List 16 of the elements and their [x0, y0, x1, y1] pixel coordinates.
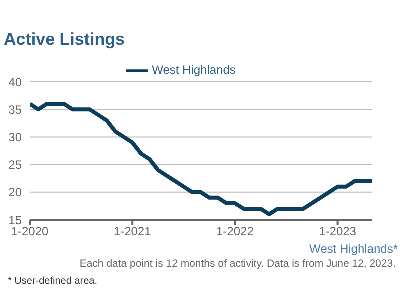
y-tick-label: 35	[8, 102, 22, 117]
y-tick-label: 15	[8, 213, 22, 228]
y-tick-label: 30	[8, 130, 22, 144]
x-tick-label: 1-2022	[216, 224, 254, 239]
x-tick-label: 1-2020	[11, 224, 50, 239]
y-tick-label: 40	[8, 75, 22, 90]
legend-label: West Highlands	[152, 63, 236, 78]
y-tick-label: 25	[8, 158, 22, 172]
line-series	[30, 102, 372, 216]
x-tick-label: 1-2023	[319, 224, 357, 239]
chart-title: Active Listings	[4, 30, 125, 50]
y-tick-label: 20	[8, 186, 22, 200]
text: Each data point is 12 months of activity. Data is from June 12, 2023.	[80, 258, 396, 270]
x-tick-label: 1-2021	[114, 224, 152, 239]
text: * User-defined area.	[8, 276, 98, 287]
text: West Highlands*	[310, 242, 398, 256]
